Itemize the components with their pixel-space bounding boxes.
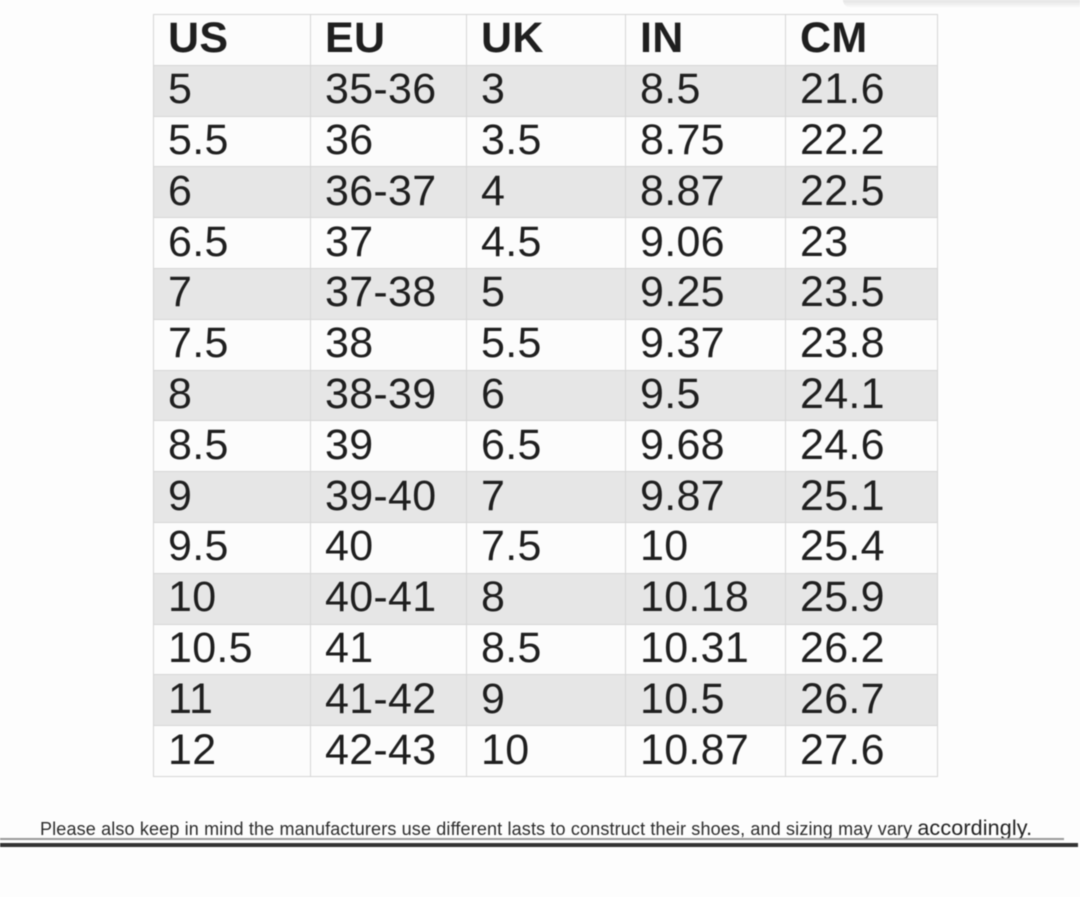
table-cell: 9.06: [625, 217, 786, 269]
table-cell: 42-43: [310, 725, 467, 777]
table-row: 8 38-39 6 9.5 24.1: [153, 369, 938, 422]
table-cell: 4: [466, 166, 626, 219]
table-cell: 25.4: [785, 521, 938, 574]
table-cell: 36-37: [310, 166, 467, 219]
table-cell: 10.31: [625, 623, 786, 676]
table-cell: 10.18: [625, 572, 786, 625]
table-row: 11 41-42 9 10.5 26.7: [153, 674, 938, 727]
table-cell: 12: [153, 725, 311, 777]
table-cell: 3: [466, 64, 626, 117]
table-cell: 39: [310, 420, 467, 473]
table-row: 7 37-38 5 9.25 23.5: [153, 267, 938, 320]
table-cell: 8.5: [625, 64, 786, 117]
table-cell: 9.37: [625, 318, 786, 371]
table-row: 10.5 41 8.5 10.31 26.2: [153, 623, 938, 676]
table-cell: 8.5: [466, 623, 626, 676]
table-body: 5 35-36 3 8.5 21.6 5.5 36 3.5 8.75 22.2 6 36-37 4 8.8…: [153, 64, 938, 777]
table-cell: 36: [310, 115, 467, 168]
footer-note-emphasis: accordingly.: [917, 816, 1033, 840]
table-cell: 8: [466, 572, 626, 625]
column-header-cm: CM: [785, 14, 938, 66]
header-row: US EU UK IN CM: [153, 14, 938, 66]
table-row: 6 36-37 4 8.87 22.5: [153, 166, 938, 219]
table-row: 8.5 39 6.5 9.68 24.6: [153, 420, 938, 473]
table-row: 12 42-43 10 10.87 27.6: [153, 725, 938, 777]
table-row: 6.5 37 4.5 9.06 23: [153, 217, 938, 269]
table-cell: 7.5: [153, 318, 311, 371]
table-cell: 9.68: [625, 420, 786, 473]
table-cell: 37: [310, 217, 467, 269]
divider-line: [0, 843, 1078, 847]
table-cell: 5.5: [153, 115, 311, 168]
table-cell: 4.5: [466, 217, 626, 269]
table-cell: 40: [310, 521, 467, 574]
table-cell: 10.87: [625, 725, 786, 777]
table-cell: 23.8: [785, 318, 938, 371]
table-cell: 9.5: [153, 521, 311, 574]
table-cell: 22.2: [785, 115, 938, 168]
table-cell: 6.5: [466, 420, 626, 473]
table-cell: 7: [153, 267, 311, 320]
table-row: 5.5 36 3.5 8.75 22.2: [153, 115, 938, 168]
table-cell: 25.1: [785, 471, 938, 523]
footer-note-text: Please also keep in mind the manufacture…: [40, 819, 913, 839]
table-cell: 9: [153, 471, 311, 523]
table-cell: 10: [466, 725, 626, 777]
column-header-uk: UK: [466, 14, 626, 66]
table-cell: 6.5: [153, 217, 311, 269]
table-cell: 26.2: [785, 623, 938, 676]
table-cell: 24.6: [785, 420, 938, 473]
table-cell: 25.9: [785, 572, 938, 625]
table-cell: 27.6: [785, 725, 938, 777]
footer-note: Please also keep in mind the manufacture…: [40, 816, 1032, 841]
table-cell: 9.87: [625, 471, 786, 523]
table-row: 7.5 38 5.5 9.37 23.8: [153, 318, 938, 371]
column-header-eu: EU: [310, 14, 467, 66]
divider-line-thin: [0, 838, 1064, 840]
table-cell: 11: [153, 674, 311, 727]
column-header-us: US: [153, 14, 311, 66]
table-cell: 39-40: [310, 471, 467, 523]
table-cell: 8.75: [625, 115, 786, 168]
column-header-in: IN: [625, 14, 786, 66]
table-cell: 5: [466, 267, 626, 320]
table-row: 9.5 40 7.5 10 25.4: [153, 521, 938, 574]
table-cell: 40-41: [310, 572, 467, 625]
table-cell: 9: [466, 674, 626, 727]
table-cell: 23: [785, 217, 938, 269]
table-row: 10 40-41 8 10.18 25.9: [153, 572, 938, 625]
table-cell: 9.25: [625, 267, 786, 320]
table-cell: 9.5: [625, 369, 786, 422]
table-cell: 8.5: [153, 420, 311, 473]
table-cell: 38-39: [310, 369, 467, 422]
table-row: 5 35-36 3 8.5 21.6: [153, 64, 938, 117]
table-cell: 10: [153, 572, 311, 625]
table-cell: 5.5: [466, 318, 626, 371]
table-cell: 38: [310, 318, 467, 371]
table-cell: 10: [625, 521, 786, 574]
table-cell: 8.87: [625, 166, 786, 219]
table-cell: 24.1: [785, 369, 938, 422]
top-right-artifact: [843, 0, 1080, 7]
table-cell: 8: [153, 369, 311, 422]
table-cell: 22.5: [785, 166, 938, 219]
table-cell: 35-36: [310, 64, 467, 117]
table-cell: 7: [466, 471, 626, 523]
table-cell: 10.5: [625, 674, 786, 727]
table-cell: 6: [153, 166, 311, 219]
table-cell: 3.5: [466, 115, 626, 168]
table-cell: 21.6: [785, 64, 938, 117]
table-cell: 37-38: [310, 267, 467, 320]
table-cell: 6: [466, 369, 626, 422]
table-cell: 41-42: [310, 674, 467, 727]
size-chart-table: US EU UK IN CM 5 35-36 3 8.5 21.6 5.5 36 3.5 8.75 22.…: [153, 14, 938, 777]
table-cell: 7.5: [466, 521, 626, 574]
table-cell: 41: [310, 623, 467, 676]
table-row: 9 39-40 7 9.87 25.1: [153, 471, 938, 523]
table-cell: 10.5: [153, 623, 311, 676]
table-cell: 26.7: [785, 674, 938, 727]
table-cell: 5: [153, 64, 311, 117]
table-cell: 23.5: [785, 267, 938, 320]
